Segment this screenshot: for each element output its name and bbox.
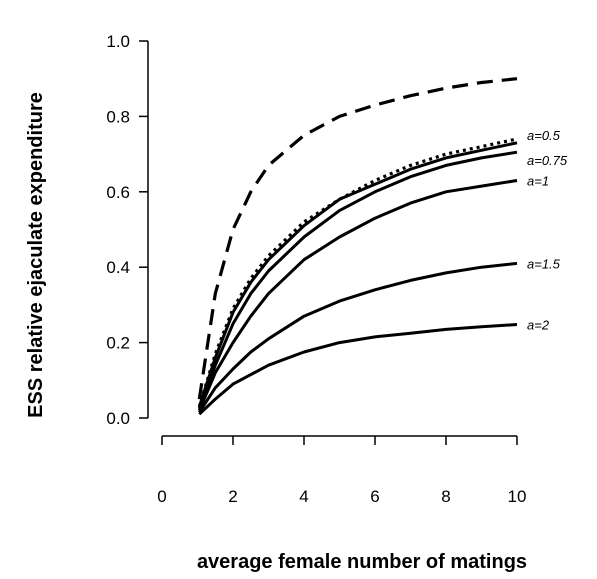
x-tick-label: 4 xyxy=(299,487,308,506)
series-line-a-0-5 xyxy=(197,141,518,408)
series-line-a-1-5 xyxy=(198,261,518,414)
y-tick-label: 0.0 xyxy=(106,409,130,428)
x-tick-label: 8 xyxy=(441,487,450,506)
x-axis-title: average female number of matings xyxy=(197,551,527,573)
x-tick-label: 6 xyxy=(370,487,379,506)
y-tick-label: 0.6 xyxy=(106,183,130,202)
series-labels: a=0.5 a=0.75 a=1 a=1.5 a=2 xyxy=(527,128,568,333)
series-lines xyxy=(197,77,518,416)
series-label: a=0.75 xyxy=(527,153,568,168)
y-tick-label: 0.2 xyxy=(106,334,130,353)
series-label: a=0.5 xyxy=(527,128,561,143)
series-label: a=1.5 xyxy=(527,256,561,271)
y-tick-label: 0.4 xyxy=(106,258,130,277)
series-label: a=1 xyxy=(527,173,549,188)
x-tick-label: 0 xyxy=(157,487,166,506)
y-axis-title: ESS relative ejaculate expenditure xyxy=(25,92,47,418)
x-tick-label: 10 xyxy=(508,487,527,506)
series-line-dotted xyxy=(197,137,518,408)
y-tick-label: 1.0 xyxy=(106,32,130,51)
y-axis: 0.0 0.2 0.4 0.6 0.8 1.0 xyxy=(106,32,149,428)
y-tick-label: 0.8 xyxy=(106,107,130,126)
series-line-dashed xyxy=(197,77,518,400)
series-line-a-2 xyxy=(198,323,518,416)
x-tick-label: 2 xyxy=(228,487,237,506)
series-line-a-1 xyxy=(197,179,518,412)
series-line-a-0-75 xyxy=(197,150,518,410)
x-axis: 0 2 4 6 8 10 xyxy=(157,435,527,506)
series-label: a=2 xyxy=(527,318,550,333)
